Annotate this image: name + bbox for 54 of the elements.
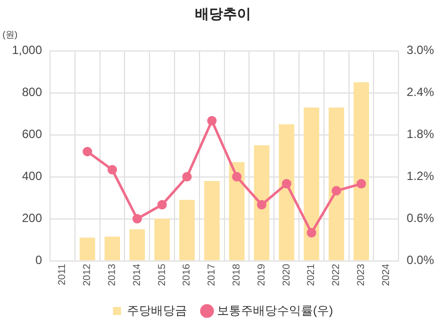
x-tick-label: 2022	[331, 263, 342, 286]
point	[82, 146, 92, 156]
x-tick-label: 2014	[132, 263, 143, 286]
x-tick-label: 2021	[306, 263, 318, 286]
point	[232, 172, 242, 182]
bar	[328, 107, 344, 260]
y-tick-label: 400	[22, 169, 42, 184]
bar	[229, 162, 245, 260]
legend-label: 보통주배당수익률(우)	[217, 303, 334, 318]
y2-tick-label: 1.2%	[406, 169, 434, 184]
x-tick-label: 2017	[206, 263, 218, 286]
bar	[104, 236, 120, 260]
x-tick-label: 2018	[232, 263, 243, 286]
y2-tick-label: 0.0%	[406, 253, 434, 268]
y-tick-label: 0	[35, 253, 42, 268]
y-tick-label: 1,000	[12, 43, 42, 58]
bar	[129, 229, 145, 260]
y-tick-label: 600	[22, 127, 42, 142]
point	[132, 214, 142, 224]
bar	[278, 124, 294, 260]
y2-tick-label: 1.8%	[406, 127, 434, 142]
x-tick-label: 2012	[82, 263, 94, 286]
x-tick-label: 2020	[281, 263, 292, 286]
bar	[254, 145, 270, 260]
bar	[154, 218, 170, 260]
point	[356, 179, 366, 189]
point	[282, 179, 292, 189]
y2-tick-label: 0.6%	[406, 211, 434, 226]
y2-tick-label: 3.0%	[406, 43, 434, 58]
bar	[204, 180, 220, 260]
x-tick-label: 2023	[356, 263, 368, 286]
y-tick-label: 800	[22, 85, 42, 100]
x-tick-label: 2011	[57, 263, 68, 286]
bar	[80, 238, 96, 260]
point	[157, 200, 167, 210]
x-tick-label: 2016	[182, 263, 193, 286]
x-tick-label: 2013	[107, 263, 118, 286]
chart-title: 배당추이	[195, 5, 251, 22]
point	[182, 172, 192, 182]
point	[306, 228, 316, 238]
bar	[354, 82, 370, 260]
bar	[304, 107, 320, 260]
y-tick-label: 200	[22, 211, 42, 226]
legend-label: 주당배당금	[127, 303, 188, 318]
point	[108, 165, 118, 175]
x-tick-label: 2019	[256, 263, 268, 286]
bar	[179, 200, 195, 260]
point	[256, 200, 266, 210]
y-axis-title: (원)	[2, 29, 18, 40]
x-tick-label: 2024	[380, 263, 392, 286]
x-tick-label: 2015	[156, 263, 168, 286]
point	[332, 186, 342, 196]
y2-tick-label: 2.4%	[406, 85, 434, 100]
point	[207, 116, 217, 126]
